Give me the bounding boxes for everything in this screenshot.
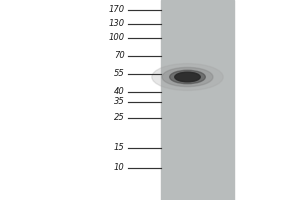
Text: 10: 10 <box>114 163 124 172</box>
Text: 130: 130 <box>108 20 124 28</box>
Text: 25: 25 <box>114 114 124 122</box>
Ellipse shape <box>152 64 223 90</box>
Text: 55: 55 <box>114 70 124 78</box>
Text: 170: 170 <box>108 5 124 15</box>
Text: 35: 35 <box>114 98 124 106</box>
Text: 100: 100 <box>108 33 124 43</box>
Ellipse shape <box>175 72 200 82</box>
Text: 70: 70 <box>114 51 124 60</box>
Text: 40: 40 <box>114 88 124 97</box>
Ellipse shape <box>170 70 205 84</box>
Ellipse shape <box>162 67 213 87</box>
Bar <box>160 0 234 200</box>
Text: 15: 15 <box>114 144 124 152</box>
